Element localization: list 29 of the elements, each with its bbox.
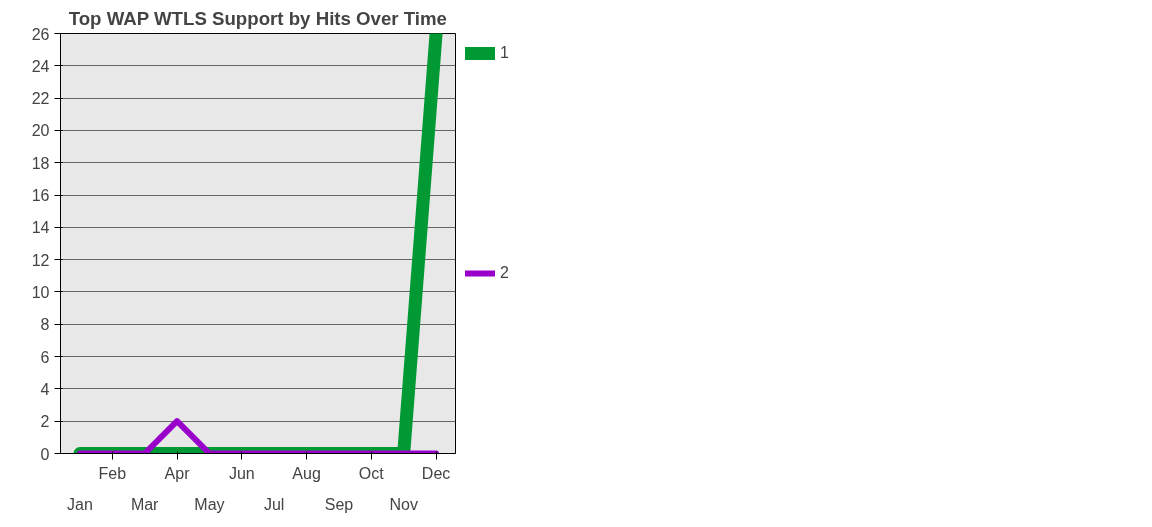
y-tick-label: 8 — [40, 316, 50, 334]
x-tick-label: Feb — [98, 464, 127, 482]
x-tick-label: Dec — [421, 464, 451, 482]
y-tick-label: 20 — [31, 122, 50, 140]
x-tick-label: Jun — [228, 464, 255, 482]
x-tick-label: Mar — [130, 495, 160, 513]
x-tick-label: Jan — [67, 495, 93, 513]
y-tick-label: 22 — [31, 90, 50, 108]
y-tick-label: 16 — [31, 187, 50, 205]
y-tick-label: 4 — [40, 380, 50, 398]
x-tick-label: Sep — [324, 495, 354, 513]
y-tick-label: 18 — [31, 154, 50, 172]
y-tick-label: 14 — [31, 219, 50, 237]
y-tick-label: 10 — [31, 283, 50, 301]
x-tick-label: Nov — [389, 495, 418, 513]
y-tick-label: 12 — [31, 251, 50, 269]
x-tick-label: May — [194, 495, 225, 513]
legend-label: 2 — [500, 264, 510, 282]
y-tick-label: 6 — [40, 348, 50, 366]
x-tick-label: Apr — [164, 464, 191, 482]
x-tick-label: Oct — [358, 464, 385, 482]
chart-title: Top WAP WTLS Support by Hits Over Time — [68, 7, 448, 29]
y-tick-label: 24 — [31, 57, 50, 75]
legend-label: 1 — [500, 44, 510, 62]
y-tick-label: 2 — [40, 413, 50, 431]
y-tick-label: 0 — [40, 445, 50, 463]
y-tick-label: 26 — [31, 25, 50, 43]
x-tick-label: Aug — [292, 464, 321, 482]
x-tick-label: Jul — [263, 495, 285, 513]
